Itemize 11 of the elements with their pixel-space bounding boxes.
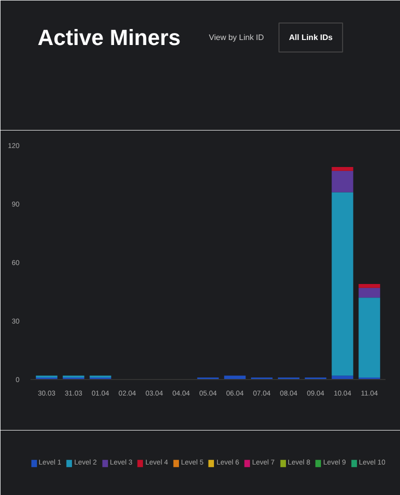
text: View by Link ID <box>208 33 264 42</box>
bar <box>332 376 354 380</box>
bar <box>332 170 354 192</box>
bar <box>332 192 354 376</box>
chart-title: Active Miners <box>38 25 181 50</box>
bar <box>358 284 380 288</box>
bar <box>224 376 246 380</box>
bar <box>332 166 354 171</box>
text: All Link IDs <box>289 33 334 42</box>
bar <box>358 298 380 378</box>
bar <box>358 288 380 298</box>
